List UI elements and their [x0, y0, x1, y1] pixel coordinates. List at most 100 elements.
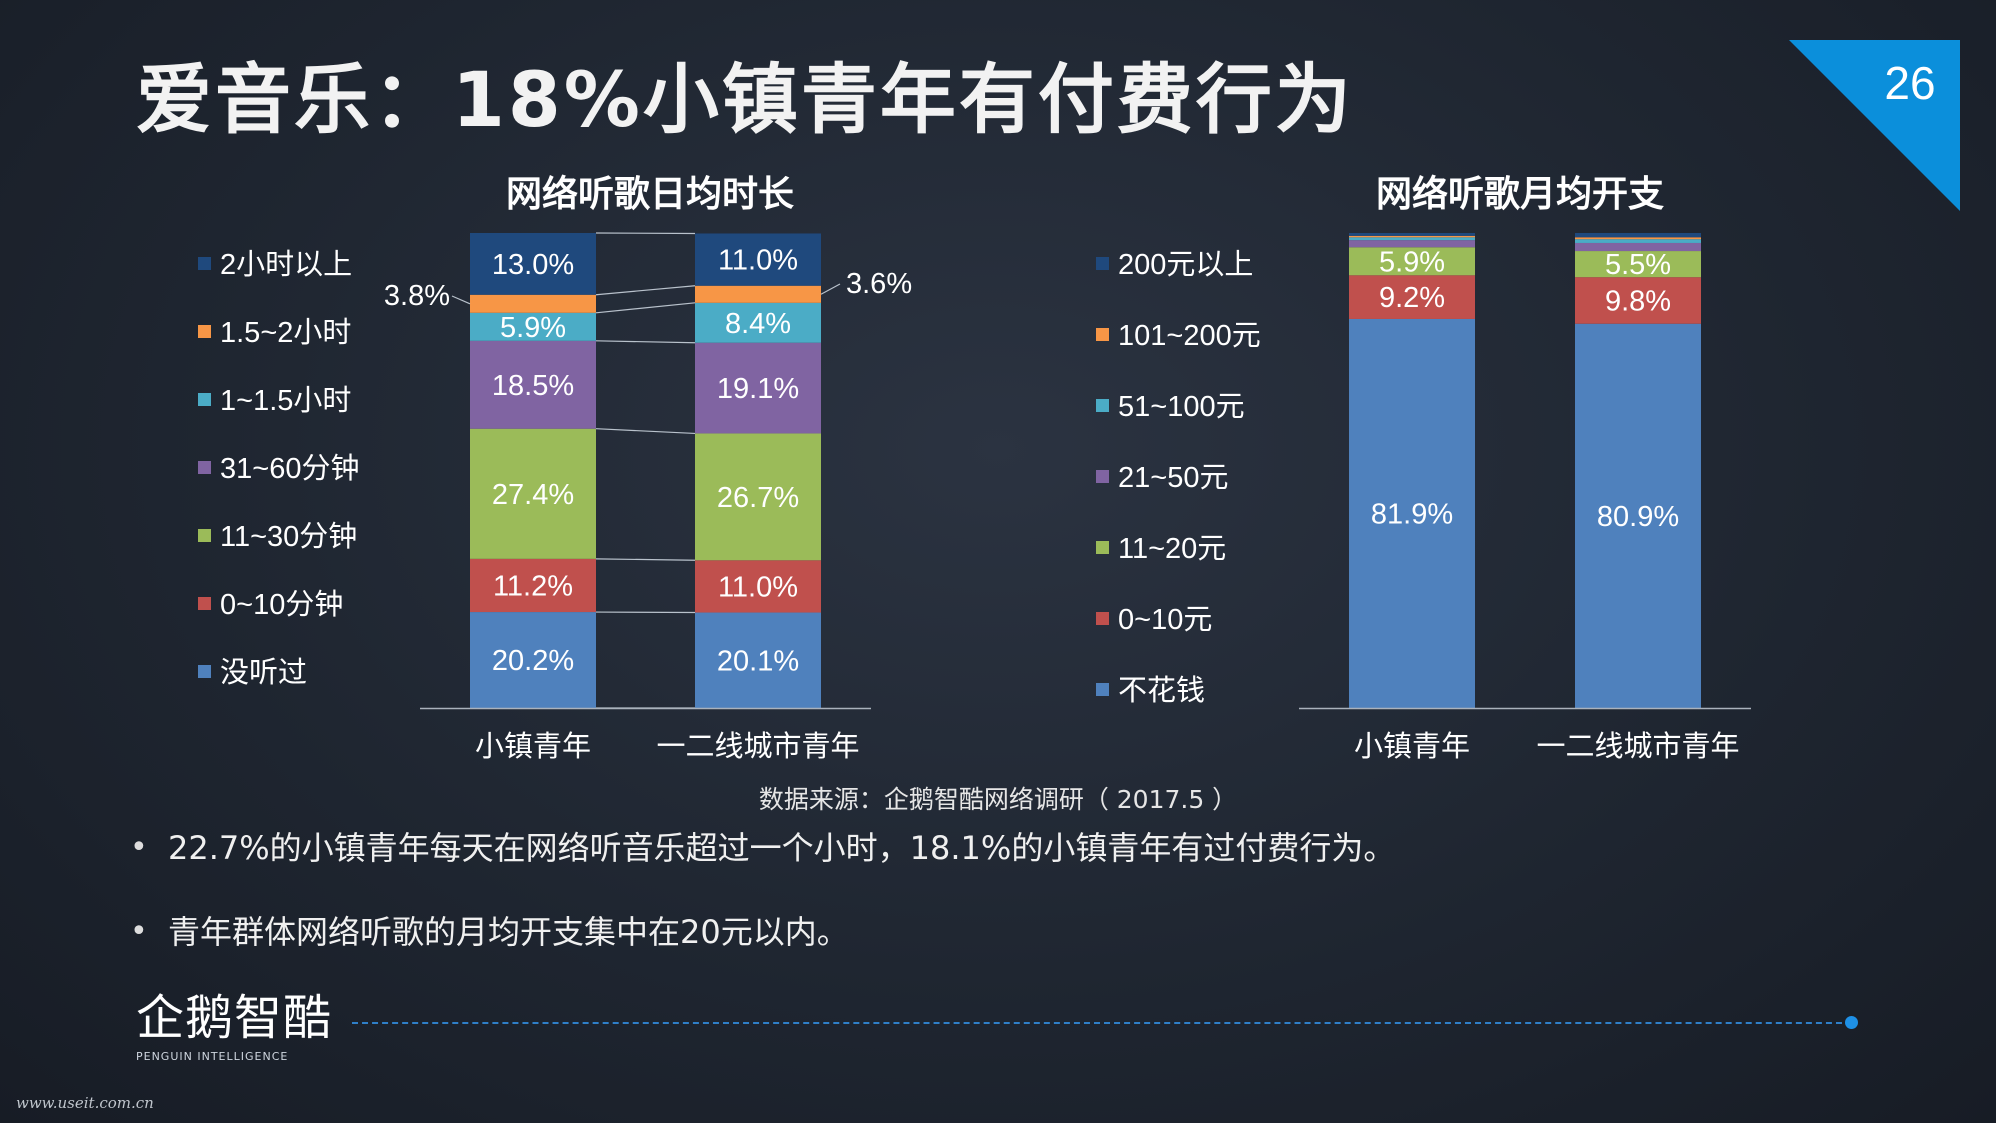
- bullet-text: 青年群体网络听歌的月均开支集中在20元以内。: [168, 913, 849, 951]
- watermark: www.useit.com.cn: [16, 1094, 154, 1112]
- legend-swatch: [198, 665, 211, 678]
- bar-segment: [1575, 242, 1701, 252]
- bar-segment: [470, 233, 596, 295]
- legend-swatch: [1096, 683, 1109, 696]
- callout-line: [820, 283, 841, 295]
- legend-label: 1~1.5小时: [220, 384, 351, 417]
- bar-segment: [1575, 323, 1701, 708]
- legend-label: 11~20元: [1118, 533, 1226, 565]
- callout-line: [451, 295, 471, 305]
- bar-segment: [695, 233, 821, 286]
- legend-swatch: [198, 597, 211, 610]
- bar-segment: [695, 285, 821, 303]
- logo-subtext: PENGUIN INTELLIGENCE: [136, 1050, 289, 1063]
- bar-segment: [470, 294, 596, 313]
- bullet-dot-icon: •: [130, 830, 148, 865]
- bar-segment: [470, 312, 596, 341]
- legend-label: 0~10元: [1118, 604, 1212, 636]
- bar-segment: [1349, 237, 1475, 241]
- bar-segment: [695, 342, 821, 434]
- bar-segment: [695, 560, 821, 613]
- connector-line: [595, 428, 696, 435]
- data-label: 9.2%: [1379, 282, 1445, 314]
- bar-segment: [1349, 275, 1475, 319]
- bar-segment: [470, 340, 596, 429]
- connector-line: [595, 340, 696, 344]
- slide-title: 爱音乐：18%小镇青年有付费行为: [136, 55, 1354, 144]
- bar-segment: [1575, 237, 1701, 240]
- bar-segment: [1575, 277, 1701, 324]
- bullet-dot-icon: •: [130, 914, 148, 949]
- logo-text: 企鹅智酷: [136, 990, 333, 1046]
- bar-segment: [695, 612, 821, 708]
- data-label: 11.0%: [718, 245, 798, 277]
- legend-label: 31~60分钟: [220, 452, 359, 485]
- bullet-text: 22.7%的小镇青年每天在网络听音乐超过一个小时，18.1%的小镇青年有过付费行…: [168, 829, 1396, 867]
- legend-label: 200元以上: [1118, 249, 1253, 281]
- bar-segment: [1349, 240, 1475, 248]
- data-label: 20.1%: [717, 645, 799, 677]
- bar-segment: [1349, 235, 1475, 238]
- footer-divider: [352, 1022, 1852, 1024]
- legend-label: 不花钱: [1118, 674, 1205, 707]
- legend-label: 1.5~2小时: [220, 316, 351, 349]
- data-label: 9.8%: [1605, 285, 1671, 317]
- legend-swatch: [198, 461, 211, 474]
- legend-swatch: [1096, 470, 1109, 483]
- company-logo: 企鹅智酷 PENGUIN INTELLIGENCE: [136, 978, 336, 1068]
- x-tick-label: 一二线城市青年: [656, 730, 859, 763]
- legend-swatch: [1096, 399, 1109, 412]
- x-tick-label: 小镇青年: [1354, 730, 1470, 763]
- data-label: 11.2%: [493, 570, 573, 602]
- connector-line: [595, 302, 696, 314]
- legend-swatch: [1096, 328, 1109, 341]
- legend-label: 2小时以上: [220, 248, 352, 281]
- bar-segment: [695, 302, 821, 343]
- data-label: 80.9%: [1597, 501, 1679, 533]
- bar-segment: [470, 558, 596, 613]
- data-label: 81.9%: [1371, 498, 1453, 530]
- legend-swatch: [198, 393, 211, 406]
- data-label: 5.5%: [1605, 249, 1671, 281]
- data-source: 数据来源：企鹅智酷网络调研（ 2017.5 ）: [758, 785, 1238, 814]
- page-number: 26: [1884, 57, 1936, 109]
- connector-line: [595, 285, 696, 296]
- data-label: 3.6%: [846, 268, 912, 300]
- legend-label: 没听过: [220, 656, 307, 689]
- legend-swatch: [198, 325, 211, 338]
- bar-segment: [1349, 247, 1475, 276]
- bar-segment: [1575, 233, 1701, 238]
- bar-segment: [1575, 239, 1701, 243]
- data-label: 5.9%: [1379, 246, 1445, 278]
- legend-label: 21~50元: [1118, 462, 1228, 494]
- legend-swatch: [198, 529, 211, 542]
- x-tick-label: 小镇青年: [475, 730, 591, 763]
- x-tick-label: 一二线城市青年: [1536, 730, 1739, 763]
- bullet-list: • 22.7%的小镇青年每天在网络听音乐超过一个小时，18.1%的小镇青年有过付…: [130, 822, 1395, 990]
- bar-segment: [1575, 251, 1701, 278]
- legend-label: 101~200元: [1118, 320, 1261, 352]
- bullet-item: • 青年群体网络听歌的月均开支集中在20元以内。: [130, 906, 1395, 990]
- bar-segment: [470, 612, 596, 708]
- legend-swatch: [1096, 541, 1109, 554]
- bar-segment: [695, 433, 821, 561]
- legend-swatch: [1096, 612, 1109, 625]
- connector-line: [595, 558, 696, 561]
- data-label: 13.0%: [492, 249, 574, 281]
- bar-segment: [470, 428, 596, 559]
- chart-title: 网络听歌日均时长: [506, 173, 794, 214]
- data-label: 11.0%: [718, 571, 798, 603]
- data-label: 20.2%: [492, 645, 574, 677]
- legend-swatch: [198, 257, 211, 270]
- legend-label: 0~10分钟: [220, 588, 343, 621]
- legend-label: 51~100元: [1118, 391, 1245, 423]
- data-label: 19.1%: [717, 373, 799, 405]
- data-label: 5.9%: [500, 312, 566, 344]
- data-label: 18.5%: [492, 370, 574, 402]
- data-label: 8.4%: [725, 308, 791, 340]
- bullet-item: • 22.7%的小镇青年每天在网络听音乐超过一个小时，18.1%的小镇青年有过付…: [130, 822, 1395, 906]
- chart-title: 网络听歌月均开支: [1376, 173, 1664, 214]
- data-label: 26.7%: [717, 482, 799, 514]
- legend-swatch: [1096, 257, 1109, 270]
